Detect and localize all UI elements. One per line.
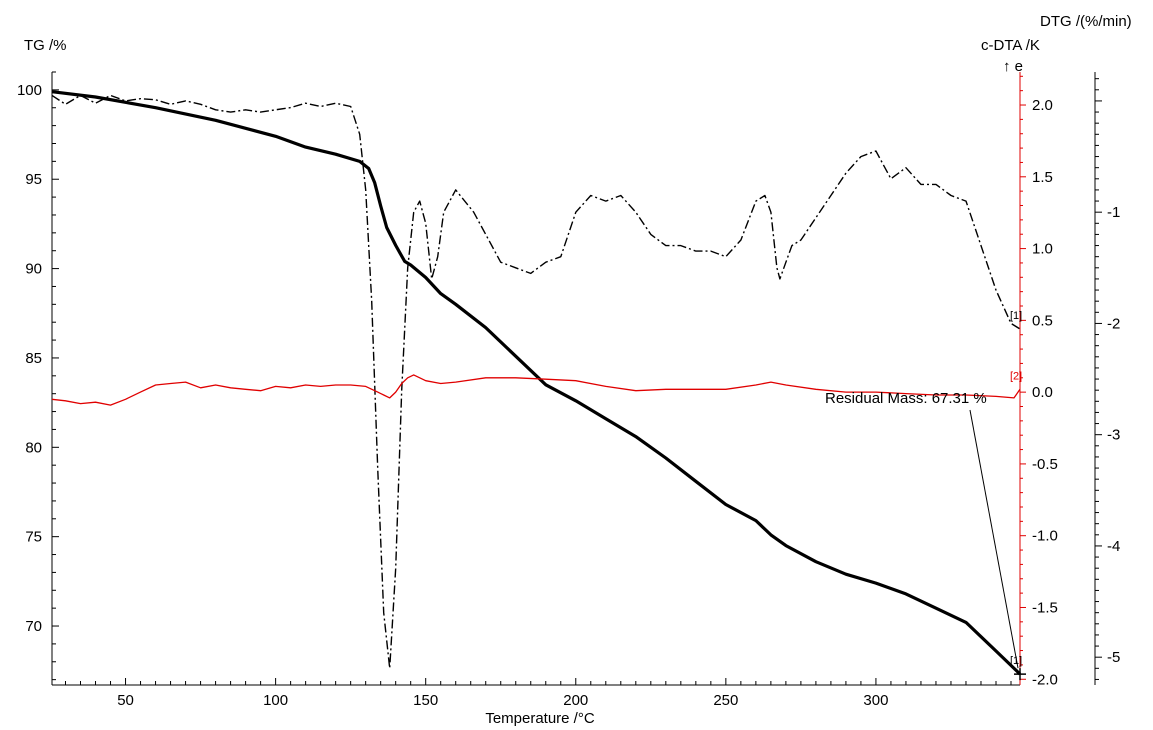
dtg-tick-label: -3 bbox=[1107, 427, 1120, 444]
exo-direction-label: ↑ e bbox=[1003, 58, 1023, 75]
tg-tick-label: 85 bbox=[25, 350, 42, 367]
x-tick-label: 100 bbox=[263, 692, 288, 709]
dtg-curve bbox=[51, 94, 1021, 669]
series bbox=[51, 90, 1022, 676]
tg-tick-label: 90 bbox=[25, 261, 42, 278]
dta-tick-label: 1.0 bbox=[1032, 241, 1053, 258]
curve-marker-label: [1] bbox=[1010, 655, 1022, 667]
dta-tick-label: -0.5 bbox=[1032, 456, 1058, 473]
curve-marker-label: [2] bbox=[1010, 370, 1022, 382]
x-tick-label: 150 bbox=[413, 692, 438, 709]
dta-tick-label: 1.5 bbox=[1032, 169, 1053, 186]
axes: 50 100 150 200 250 300 70 75 80 85 90 95 100 -2.0 -1.5… bbox=[17, 71, 1120, 709]
dta-tick-label: -2.0 bbox=[1032, 671, 1058, 688]
tg-curve bbox=[51, 90, 1022, 676]
dta-tick-label: 0.5 bbox=[1032, 312, 1053, 329]
x-tick-label: 250 bbox=[713, 692, 738, 709]
dtg-tick-label: -4 bbox=[1107, 538, 1120, 555]
dta-tick-label: -1.0 bbox=[1032, 528, 1058, 545]
dtg-tick-label: -2 bbox=[1107, 315, 1120, 332]
dtg-axis-label: DTG /(%/min) bbox=[1040, 13, 1132, 30]
x-tick-label: 300 bbox=[863, 692, 888, 709]
residual-mass-annotation: Residual Mass: 67.31 % bbox=[825, 390, 987, 407]
x-tick-label: 200 bbox=[563, 692, 588, 709]
residual-mass-pointer bbox=[969, 409, 1019, 669]
dta-tick-label: 2.0 bbox=[1032, 97, 1053, 114]
dta-curve bbox=[51, 374, 1021, 406]
dtg-tick-label: -5 bbox=[1107, 649, 1120, 666]
tg-tick-label: 100 bbox=[17, 82, 42, 99]
dta-tick-label: 0.0 bbox=[1032, 384, 1053, 401]
dta-axis-label: c-DTA /K bbox=[981, 37, 1040, 54]
tg-axis-label: TG /% bbox=[24, 37, 67, 54]
tg-tick-label: 70 bbox=[25, 618, 42, 635]
labels: TG /% DTG /(%/min) c-DTA /K ↑ e Temperat… bbox=[24, 13, 1132, 727]
tg-tick-label: 95 bbox=[25, 171, 42, 188]
residual-mass-marker bbox=[1014, 668, 1026, 681]
x-axis-label: Temperature /°C bbox=[485, 710, 595, 727]
dtg-tick-label: -1 bbox=[1107, 204, 1120, 221]
tg-tick-label: 80 bbox=[25, 439, 42, 456]
tg-tick-label: 75 bbox=[25, 529, 42, 546]
dta-tick-label: -1.5 bbox=[1032, 599, 1058, 616]
curve-marker-label: [1] bbox=[1010, 310, 1022, 322]
x-tick-label: 50 bbox=[117, 692, 134, 709]
